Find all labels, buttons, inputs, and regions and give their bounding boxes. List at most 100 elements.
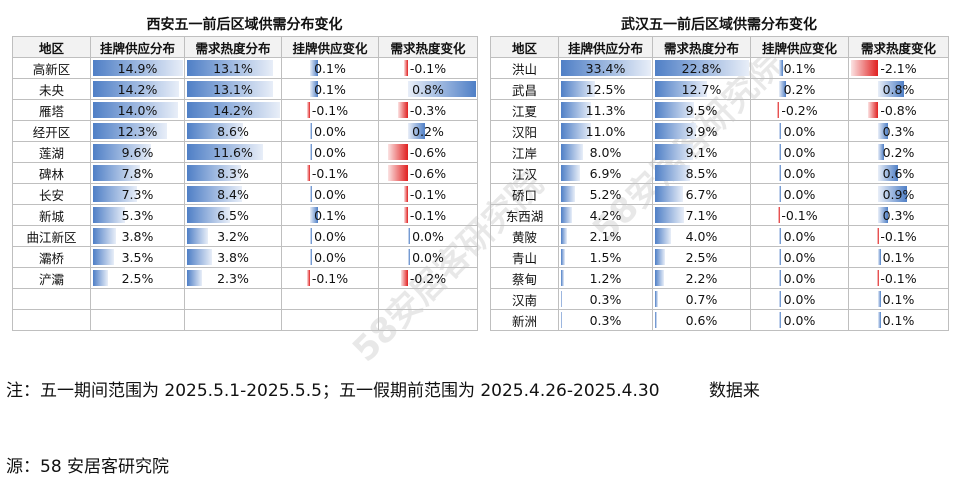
supply-share-value: 9.6% (121, 144, 154, 160)
supply-change-cell: 0.0% (750, 225, 849, 247)
demand-change-cell: 0.3% (848, 204, 949, 226)
table-row: 武昌 12.5% 12.7% 0.2% 0.8% (490, 78, 949, 100)
demand-share-bar (187, 123, 244, 139)
supply-change-cell: -0.1% (750, 204, 849, 226)
supply-share-cell: 14.9% (90, 57, 185, 79)
table-row: 未央 14.2% 13.1% 0.1% 0.8% (12, 78, 478, 100)
region-cell: 汉阳 (490, 120, 559, 142)
supply-share-value: 33.4% (585, 60, 626, 76)
demand-share-value: 9.5% (685, 102, 718, 118)
supply-share-bar (93, 60, 183, 76)
demand-share-bar (187, 165, 242, 181)
supply-share-bar (93, 81, 179, 97)
empty-row (12, 288, 478, 310)
supply-change-value: 0.0% (783, 291, 816, 307)
demand-change-cell: -0.3% (378, 99, 478, 121)
region-cell: 青山 (490, 246, 559, 268)
supply-change-cell: 0.0% (750, 309, 849, 331)
supply-share-bar (93, 186, 138, 202)
demand-change-value: -0.1% (880, 270, 917, 286)
supply-change-bar (779, 291, 782, 307)
empty-cell (90, 309, 185, 331)
supply-change-cell: 0.0% (281, 246, 379, 268)
demand-change-cell: 0.9% (848, 183, 949, 205)
demand-share-cell: 6.7% (652, 183, 751, 205)
demand-share-bar (655, 228, 672, 244)
demand-change-bar (876, 228, 879, 244)
demand-share-value: 9.9% (685, 123, 718, 139)
demand-change-bar (397, 102, 408, 118)
table-row: 曲江新区 3.8% 3.2% 0.0% 0.0% (12, 225, 478, 247)
demand-change-bar (876, 270, 879, 286)
demand-share-cell: 12.7% (652, 78, 751, 100)
demand-change-value: 0.1% (882, 249, 915, 265)
demand-change-value: 0.2% (882, 144, 915, 160)
demand-change-value: -0.1% (409, 60, 447, 76)
supply-share-bar (561, 186, 575, 202)
region-cell: 雁塔 (12, 99, 91, 121)
column-header: 挂牌供应变化 (750, 36, 849, 58)
demand-change-cell: -0.1% (378, 183, 478, 205)
demand-share-value: 0.7% (685, 291, 718, 307)
demand-change-cell: -0.1% (378, 204, 478, 226)
demand-share-cell: 2.2% (652, 267, 751, 289)
demand-change-bar (877, 165, 898, 181)
table-row: 江岸 8.0% 9.1% 0.0% 0.2% (490, 141, 949, 163)
demand-change-cell: 0.2% (848, 141, 949, 163)
demand-change-bar (877, 123, 888, 139)
demand-change-value: -0.8% (880, 102, 917, 118)
supply-share-value: 0.3% (589, 312, 622, 328)
demand-share-bar (187, 144, 263, 160)
footnote-line1: 注：五一期间范围为 2025.5.1-2025.5.5；五一假期前范围为 202… (6, 376, 760, 401)
demand-change-bar (877, 144, 885, 160)
supply-change-bar (306, 165, 311, 181)
supply-share-cell: 14.0% (90, 99, 185, 121)
table-row: 汉南 0.3% 0.7% 0.0% 0.1% (490, 288, 949, 310)
demand-change-cell: -0.2% (378, 267, 478, 289)
supply-change-value: 0.1% (783, 60, 816, 76)
demand-change-bar (877, 207, 888, 223)
demand-change-bar (400, 270, 408, 286)
supply-change-bar (776, 102, 780, 118)
demand-share-cell: 8.4% (184, 183, 282, 205)
demand-share-bar (187, 228, 208, 244)
supply-change-bar (306, 102, 311, 118)
demand-share-bar (655, 60, 749, 76)
demand-share-cell: 8.5% (652, 162, 751, 184)
demand-share-cell: 8.3% (184, 162, 282, 184)
demand-share-value: 6.7% (685, 186, 718, 202)
supply-change-cell: 0.1% (281, 57, 379, 79)
demand-share-value: 0.6% (685, 312, 718, 328)
demand-share-bar (187, 60, 273, 76)
demand-change-cell: 0.8% (378, 78, 478, 100)
supply-change-value: 0.0% (783, 249, 816, 265)
supply-change-cell: 0.0% (281, 120, 379, 142)
column-header: 挂牌供应变化 (281, 36, 379, 58)
supply-share-value: 14.9% (117, 60, 158, 76)
demand-share-cell: 9.9% (652, 120, 751, 142)
supply-share-cell: 14.2% (90, 78, 185, 100)
empty-cell (184, 288, 282, 310)
demand-share-value: 8.3% (217, 165, 249, 181)
supply-share-bar (561, 249, 566, 265)
supply-share-bar (561, 144, 583, 160)
supply-change-bar (778, 207, 781, 223)
supply-share-value: 1.2% (589, 270, 622, 286)
column-header: 需求热度分布 (184, 36, 282, 58)
demand-change-bar (877, 249, 882, 265)
demand-share-cell: 4.0% (652, 225, 751, 247)
column-header: 地区 (12, 36, 91, 58)
supply-change-bar (779, 186, 782, 202)
supply-change-bar (779, 228, 782, 244)
supply-share-cell: 11.0% (558, 120, 653, 142)
demand-change-bar (407, 81, 476, 97)
demand-change-bar (387, 165, 408, 181)
demand-change-value: -2.1% (880, 60, 917, 76)
demand-change-bar (877, 291, 882, 307)
demand-change-cell: -2.1% (848, 57, 949, 79)
demand-share-cell: 3.2% (184, 225, 282, 247)
demand-change-cell: 0.6% (848, 162, 949, 184)
supply-change-bar (310, 228, 313, 244)
demand-change-value: 0.3% (882, 123, 915, 139)
supply-change-bar (779, 312, 782, 328)
